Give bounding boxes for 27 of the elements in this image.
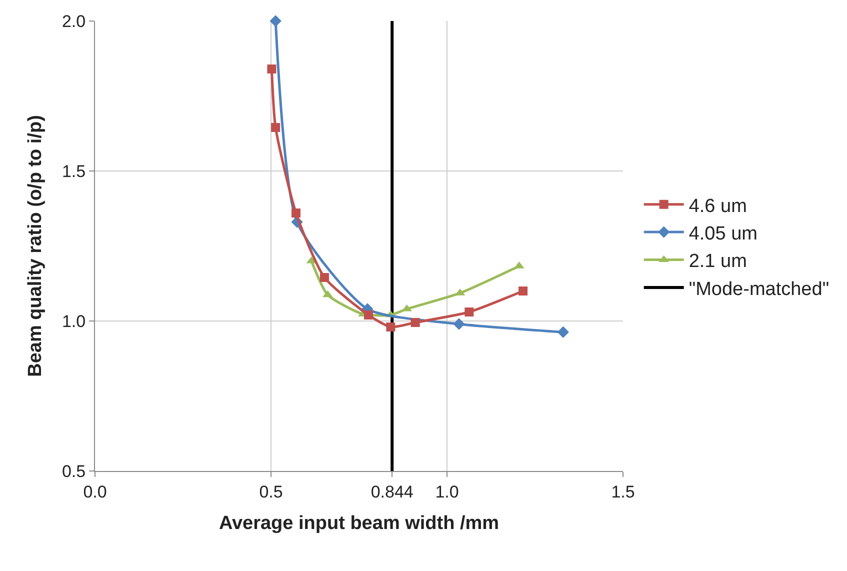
point <box>410 318 420 327</box>
y-tick-label: 0.5 <box>62 462 86 481</box>
point <box>386 322 396 332</box>
point <box>267 64 276 74</box>
legend-label: "Mode-matched" <box>688 278 830 300</box>
x-tick-label: 0.844 <box>370 482 414 502</box>
point <box>364 310 373 320</box>
y-axis-title: Beam quality ratio (o/p to i/p) <box>24 115 46 377</box>
point <box>518 286 528 296</box>
point <box>271 123 280 132</box>
point <box>453 318 465 330</box>
x-tick-label: 1.0 <box>435 482 459 502</box>
point <box>291 208 300 218</box>
x-tick-label: 0.5 <box>259 482 283 502</box>
legend-label: 4.05 um <box>688 223 758 244</box>
y-tick-label: 2.0 <box>62 12 86 31</box>
legend-label: 2.1 um <box>688 251 747 272</box>
point <box>464 308 474 316</box>
y-tick-label: 1.0 <box>62 312 86 331</box>
point <box>557 326 570 338</box>
x-tick-label: 1.5 <box>611 482 635 502</box>
y-tick-label: 1.5 <box>62 162 86 181</box>
x-axis-title: Average input beam width /mm <box>218 513 500 534</box>
point <box>320 273 329 282</box>
x-tick-label: 0.0 <box>83 482 107 502</box>
legend-label: 4.6 um <box>688 196 747 217</box>
point <box>270 15 282 27</box>
